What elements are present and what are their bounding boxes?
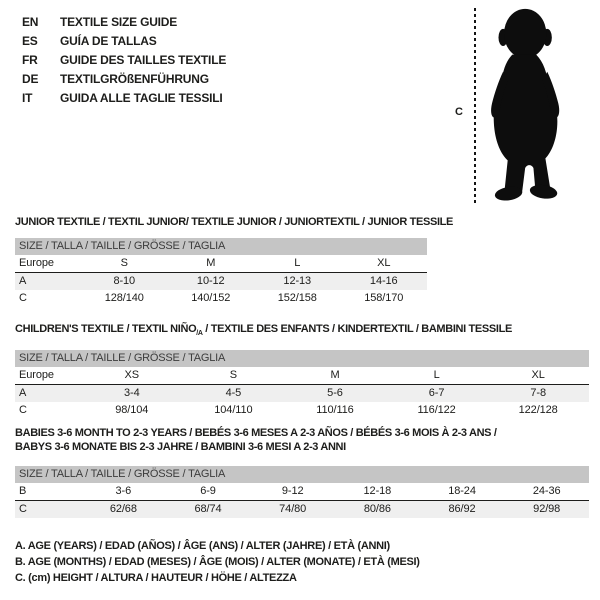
table-row: C 62/68 68/74 74/80 80/86 86/92 92/98 (15, 501, 589, 518)
section-children-textile: CHILDREN'S TEXTILE / TEXTIL NIÑO/A / TEX… (15, 323, 589, 419)
section-title-junior: JUNIOR TEXTILE / TEXTIL JUNIOR/ TEXTILE … (15, 216, 454, 228)
column-header: Europe (19, 369, 54, 382)
column-header: XL (531, 369, 545, 382)
row-label: A (19, 275, 27, 287)
table-row: B 3-6 6-9 9-12 12-18 18-24 24-36 (15, 483, 589, 501)
children-size-table: SIZE / TALLA / TAILLE / GRÖSSE / TAGLIA … (15, 350, 589, 419)
column-header: Europe (19, 257, 54, 269)
table-cell: 158/170 (364, 292, 404, 304)
table-cell: 9-12 (281, 485, 304, 497)
column-header: XL (377, 257, 391, 269)
row-label: C (19, 292, 27, 304)
table-cell: 3-6 (115, 485, 132, 497)
language-code: EN (22, 14, 39, 29)
language-code: IT (22, 90, 33, 105)
language-row-es: ES GUÍA DE TALLAS (22, 31, 226, 50)
note-age-months: B. AGE (MONTHS) / EDAD (MESES) / ÂGE (MO… (15, 556, 420, 568)
size-header-band: SIZE / TALLA / TAILLE / GRÖSSE / TAGLIA (15, 238, 427, 255)
size-header-band: SIZE / TALLA / TAILLE / GRÖSSE / TAGLIA (15, 350, 589, 368)
title-text: CHILDREN'S TEXTILE / TEXTIL NIÑO (15, 323, 197, 335)
column-header: M (206, 257, 216, 269)
row-label: C (19, 404, 27, 417)
section-title-babies: BABIES 3-6 MONTH TO 2-3 YEARS / BEBÉS 3-… (15, 426, 589, 454)
column-header: S (120, 257, 128, 269)
language-title-list: EN TEXTILE SIZE GUIDE ES GUÍA DE TALLAS … (22, 12, 226, 107)
height-dotted-line (474, 8, 476, 204)
table-cell: 86/92 (448, 503, 476, 515)
table-cell: 10-12 (196, 275, 225, 287)
table-cell: 7-8 (530, 387, 546, 400)
table-cell: 12-13 (283, 275, 312, 287)
table-cell: 18-24 (448, 485, 476, 497)
row-label: A (19, 387, 27, 400)
title-subscript: /A (196, 330, 203, 338)
table-cell: 6-9 (200, 485, 216, 497)
table-cell: 5-6 (327, 387, 343, 400)
table-cell: 110/116 (316, 404, 354, 417)
language-code: ES (22, 33, 38, 48)
section-junior-textile: JUNIOR TEXTILE / TEXTIL JUNIOR/ TEXTILE … (15, 216, 454, 307)
table-cell: 92/98 (533, 503, 561, 515)
language-code: DE (22, 71, 39, 86)
table-cell: 12-18 (363, 485, 392, 497)
language-title: TEXTILE SIZE GUIDE (60, 14, 178, 29)
table-header-row: Europe XS S M L XL (15, 367, 589, 386)
table-cell: 3-4 (123, 387, 140, 400)
title-line-2: BABYS 3-6 MONATE BIS 2-3 JAHRE / BAMBINI… (15, 441, 346, 453)
babies-size-table: SIZE / TALLA / TAILLE / GRÖSSE / TAGLIA … (15, 466, 589, 518)
legend-notes: A. AGE (YEARS) / EDAD (AÑOS) / ÂGE (ANS)… (15, 538, 420, 586)
table-row: C 98/104 104/110 110/116 116/122 122/128 (15, 402, 589, 419)
title-line-1: BABIES 3-6 MONTH TO 2-3 YEARS / BEBÉS 3-… (15, 427, 497, 439)
language-title: GUÍA DE TALLAS (60, 33, 157, 48)
language-row-en: EN TEXTILE SIZE GUIDE (22, 12, 226, 31)
language-row-it: IT GUIDA ALLE TAGLIE TESSILI (22, 88, 226, 107)
table-cell: 122/128 (518, 404, 558, 417)
section-title-children: CHILDREN'S TEXTILE / TEXTIL NIÑO/A / TEX… (15, 323, 589, 337)
baby-silhouette-icon (491, 8, 560, 201)
column-header: M (330, 369, 340, 382)
size-header-band: SIZE / TALLA / TAILLE / GRÖSSE / TAGLIA (15, 466, 589, 483)
column-header: L (433, 369, 440, 382)
table-cell: 4-5 (225, 387, 242, 400)
table-row: A 3-4 4-5 5-6 6-7 7-8 (15, 385, 589, 403)
table-cell: 128/140 (104, 292, 144, 304)
table-cell: 14-16 (369, 275, 398, 287)
table-cell: 152/158 (277, 292, 317, 304)
note-age-years: A. AGE (YEARS) / EDAD (AÑOS) / ÂGE (ANS)… (15, 540, 390, 552)
table-cell: 62/68 (109, 503, 137, 515)
language-code: FR (22, 52, 38, 67)
column-header: L (294, 257, 301, 269)
column-header: S (229, 369, 238, 382)
table-cell: 68/74 (194, 503, 222, 515)
language-title: TEXTILGRÖßENFÜHRUNG (60, 71, 209, 86)
table-row: A 8-10 10-12 12-13 14-16 (15, 273, 427, 290)
table-header-row: Europe S M L XL (15, 255, 427, 273)
junior-size-table: SIZE / TALLA / TAILLE / GRÖSSE / TAGLIA … (15, 238, 427, 307)
table-cell: 104/110 (214, 404, 253, 417)
table-cell: 80/86 (363, 503, 391, 515)
table-cell: 98/104 (115, 404, 149, 417)
section-babies-textile: BABIES 3-6 MONTH TO 2-3 YEARS / BEBÉS 3-… (15, 426, 589, 518)
table-cell: 24-36 (532, 485, 561, 497)
height-measure-label: C (455, 106, 463, 118)
row-label: B (19, 485, 27, 497)
table-cell: 8-10 (113, 275, 136, 287)
title-text: / TEXTILE DES ENFANTS / KINDERTEXTIL / B… (202, 323, 512, 335)
language-row-de: DE TEXTILGRÖßENFÜHRUNG (22, 69, 226, 88)
column-header: XS (124, 369, 140, 382)
table-row: C 128/140 140/152 152/158 158/170 (15, 290, 427, 307)
note-height-cm: C. (cm) HEIGHT / ALTURA / HAUTEUR / HÖHE… (15, 572, 297, 584)
table-cell: 6-7 (428, 387, 445, 400)
table-cell: 74/80 (279, 503, 307, 515)
table-cell: 140/152 (191, 292, 231, 304)
row-label: C (19, 503, 27, 515)
table-cell: 116/122 (417, 404, 456, 417)
language-row-fr: FR GUIDE DES TAILLES TEXTILE (22, 50, 226, 69)
language-title: GUIDE DES TAILLES TEXTILE (60, 52, 227, 67)
language-title: GUIDA ALLE TAGLIE TESSILI (60, 90, 223, 105)
